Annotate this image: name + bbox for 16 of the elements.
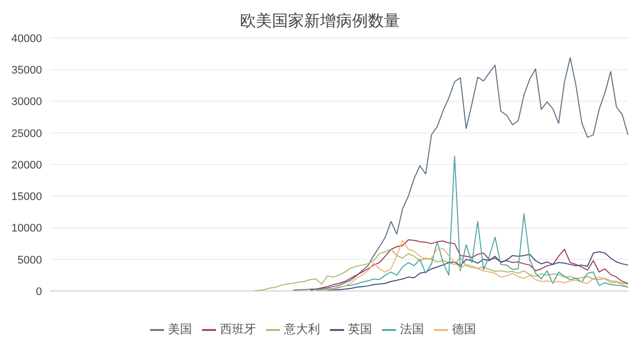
- y-tick-label: 25000: [11, 128, 42, 140]
- y-tick-label: 40000: [11, 32, 42, 45]
- legend-label: 德国: [452, 322, 476, 336]
- y-tick-label: 0: [36, 286, 42, 298]
- legend-label: 西班牙: [220, 322, 256, 336]
- legend-label: 美国: [168, 322, 192, 336]
- y-tick-label: 5000: [18, 254, 42, 266]
- legend-label: 意大利: [284, 322, 320, 336]
- y-tick-label: 30000: [11, 96, 42, 108]
- chart-title: 欧美国家新增病例数量: [239, 10, 401, 32]
- y-tick-label: 20000: [11, 159, 42, 172]
- legend-label: 法国: [400, 322, 424, 336]
- y-tick-label: 10000: [11, 222, 42, 235]
- y-tick-label: 15000: [11, 191, 42, 204]
- y-tick-label: 35000: [11, 64, 42, 77]
- legend-label: 英国: [348, 322, 372, 336]
